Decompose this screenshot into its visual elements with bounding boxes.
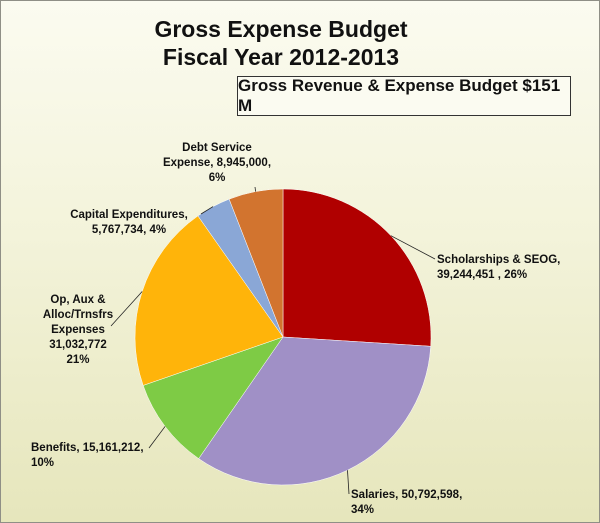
slice-label-line: Scholarships & SEOG, <box>437 254 560 266</box>
slice-label-benefits: Benefits, 15,161,212, 10% <box>31 442 144 469</box>
leader-line-debt-service-expense <box>254 186 257 192</box>
slice-label-line: Expense, 8,945,000, <box>163 157 271 169</box>
slice-label-line: 21% <box>66 354 89 366</box>
chart-title: Gross Expense Budget Fiscal Year 2012-20… <box>1 15 561 71</box>
slice-label-salaries: Salaries, 50,792,598, 34% <box>351 489 462 516</box>
slice-label-scholarships-seog: Scholarships & SEOG, 39,244,451 , 26% <box>437 254 560 281</box>
slice-label-line: 39,244,451 , 26% <box>437 269 527 281</box>
pie-slice-salaries <box>198 336 431 486</box>
slice-label-op-aux-alloc-trnsfrs-expenses: Op, Aux & Alloc/Trnsfrs Expenses 31,032,772… <box>43 294 113 366</box>
leader-line-op-aux-alloc-trnsfrs-expenses <box>110 291 143 327</box>
slice-label-debt-service-expense: Debt Service Expense, 8,945,000, 6% <box>163 142 271 184</box>
pie-slice-op-aux-alloc-trnsfrs-expenses <box>134 215 284 386</box>
slice-label-line: 34% <box>351 504 374 516</box>
pie-slice-scholarships-seog <box>282 188 432 347</box>
slice-label-line: Alloc/Trnsfrs <box>43 309 113 321</box>
chart-title-line1: Gross Expense Budget <box>154 16 408 42</box>
slice-label-line: Debt Service <box>182 142 252 154</box>
slice-label-line: 5,767,734, 4% <box>92 224 166 236</box>
leader-line-capital-expenditures <box>200 206 214 215</box>
leader-line-scholarships-seog <box>390 235 436 260</box>
slice-label-line: Expenses <box>51 324 105 336</box>
slice-label-line: Salaries, 50,792,598, <box>351 489 462 501</box>
slice-label-line: 10% <box>31 457 54 469</box>
slice-label-line: Benefits, 15,161,212, <box>31 442 144 454</box>
slice-label-capital-expenditures: Capital Expenditures, 5,767,734, 4% <box>70 209 188 236</box>
budget-total-callout: Gross Revenue & Expense Budget $151 M <box>237 76 571 116</box>
slice-label-line: 6% <box>209 172 226 184</box>
slice-label-line: Capital Expenditures, <box>70 209 188 221</box>
leader-line-benefits <box>148 426 166 449</box>
leader-line-salaries <box>347 470 350 495</box>
chart-title-line2: Fiscal Year 2012-2013 <box>162 44 400 70</box>
slice-label-line: Op, Aux & <box>50 294 105 306</box>
budget-total-callout-text: Gross Revenue & Expense Budget $151 M <box>238 76 561 115</box>
slice-label-line: 31,032,772 <box>49 339 107 351</box>
